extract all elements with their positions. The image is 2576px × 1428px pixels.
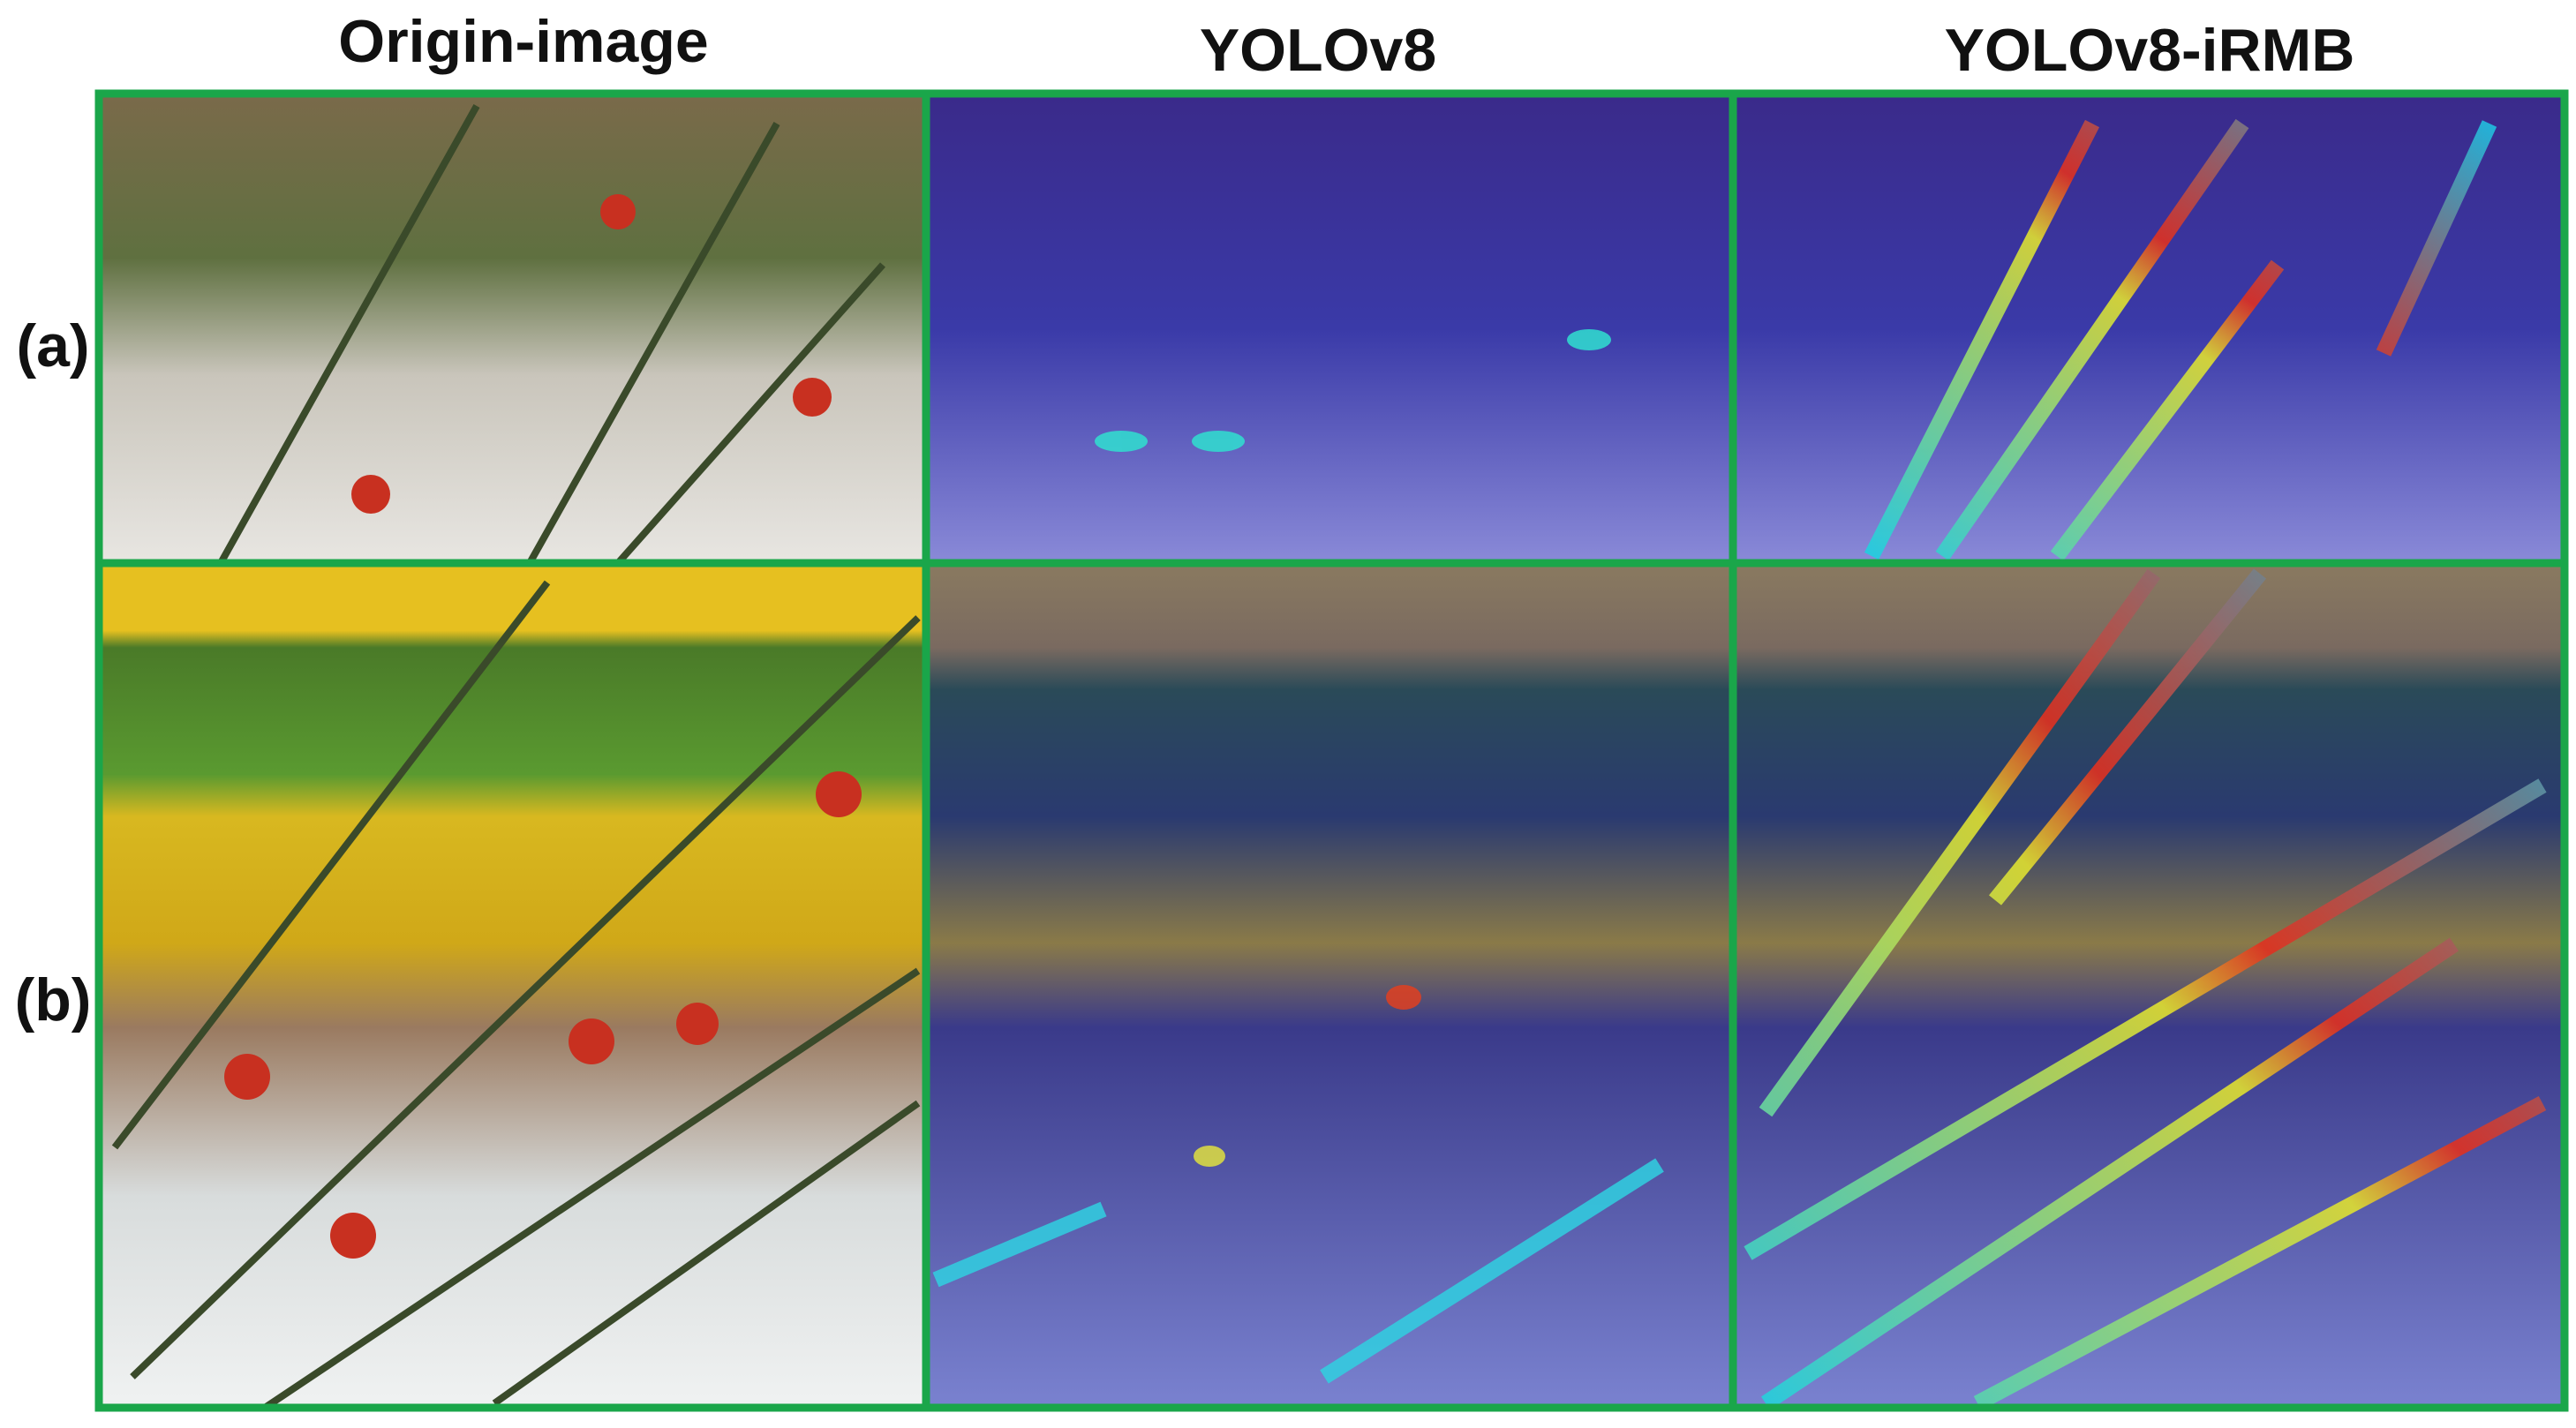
hotspot	[1095, 431, 1148, 452]
streak-b	[1744, 568, 2547, 1410]
frame-border	[94, 89, 2569, 1412]
yolov8-hotspots	[932, 329, 1664, 1384]
row-label: (a)	[16, 312, 89, 380]
hotspot	[1567, 329, 1611, 350]
column-header: YOLOv8-iRMB	[1945, 17, 2355, 84]
tomato	[600, 194, 636, 229]
row-label: (b)	[15, 966, 92, 1033]
irmb-streaks	[1744, 118, 2547, 1410]
origin-image-b	[99, 563, 926, 1408]
tomato	[816, 771, 862, 817]
column-header: YOLOv8	[1200, 17, 1436, 84]
stems	[111, 104, 921, 1411]
yolov8-heatmap-b	[926, 563, 1733, 1408]
tomato	[569, 1018, 614, 1064]
hotspot-streak	[932, 1158, 1664, 1384]
tomato	[793, 378, 832, 417]
tomatoes	[224, 194, 862, 1259]
hotspot	[1194, 1146, 1225, 1167]
hotspot	[1192, 431, 1245, 452]
grid-frame	[94, 89, 2569, 1412]
tomato	[351, 475, 390, 514]
streak-a	[1864, 118, 2497, 561]
panels	[99, 94, 2565, 1408]
origin-image-a	[99, 94, 926, 563]
tomato	[330, 1213, 376, 1259]
stem-lines	[111, 104, 921, 1411]
tomato	[676, 1003, 719, 1045]
column-header: Origin-image	[338, 8, 708, 75]
yolov8-heatmap-a	[926, 94, 1733, 563]
hotspot	[1386, 985, 1421, 1010]
irmb-heatmap-a	[1733, 94, 2565, 563]
tomato	[224, 1054, 270, 1100]
